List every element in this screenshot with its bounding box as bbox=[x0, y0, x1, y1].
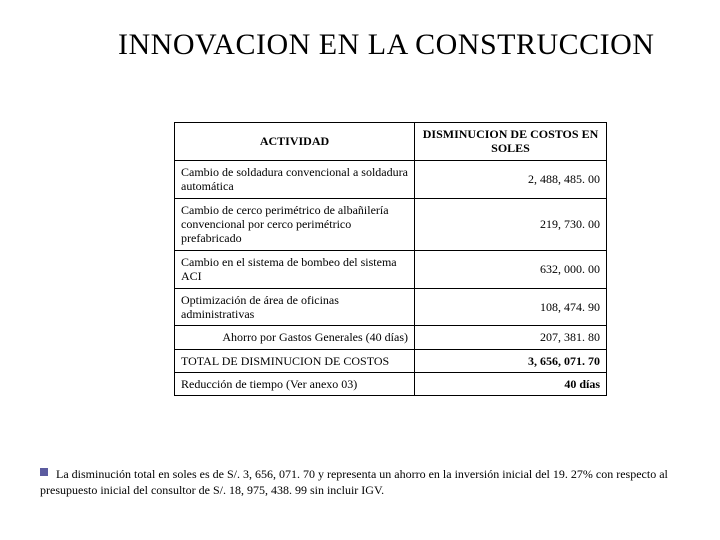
col-header-value: DISMINUCION DE COSTOS EN SOLES bbox=[415, 123, 607, 161]
cell-activity: Cambio de soldadura convencional a solda… bbox=[175, 160, 415, 198]
cost-table-wrap: ACTIVIDAD DISMINUCION DE COSTOS EN SOLES… bbox=[174, 122, 606, 396]
slide: INNOVACION EN LA CONSTRUCCION ACTIVIDAD … bbox=[0, 0, 720, 540]
cell-value: 632, 000. 00 bbox=[415, 250, 607, 288]
footer-text: La disminución total en soles es de S/. … bbox=[40, 467, 668, 497]
cell-value: 219, 730. 00 bbox=[415, 198, 607, 250]
table-row-total: TOTAL DE DISMINUCION DE COSTOS 3, 656, 0… bbox=[175, 349, 607, 372]
cell-activity: Optimización de área de oficinas adminis… bbox=[175, 288, 415, 326]
footer-note: La disminución total en soles es de S/. … bbox=[40, 466, 688, 498]
table-row: Optimización de área de oficinas adminis… bbox=[175, 288, 607, 326]
table-header-row: ACTIVIDAD DISMINUCION DE COSTOS EN SOLES bbox=[175, 123, 607, 161]
table-row: Reducción de tiempo (Ver anexo 03) 40 dí… bbox=[175, 373, 607, 396]
cell-activity: Cambio de cerco perimétrico de albañiler… bbox=[175, 198, 415, 250]
bullet-icon bbox=[40, 468, 48, 476]
cell-activity: Reducción de tiempo (Ver anexo 03) bbox=[175, 373, 415, 396]
cost-table: ACTIVIDAD DISMINUCION DE COSTOS EN SOLES… bbox=[174, 122, 607, 396]
col-header-activity: ACTIVIDAD bbox=[175, 123, 415, 161]
cell-value: 108, 474. 90 bbox=[415, 288, 607, 326]
table-row: Cambio de cerco perimétrico de albañiler… bbox=[175, 198, 607, 250]
table-row: Cambio de soldadura convencional a solda… bbox=[175, 160, 607, 198]
table-row: Cambio en el sistema de bombeo del siste… bbox=[175, 250, 607, 288]
cell-value: 3, 656, 071. 70 bbox=[415, 349, 607, 372]
table-row: Ahorro por Gastos Generales (40 días) 20… bbox=[175, 326, 607, 349]
cell-value: 207, 381. 80 bbox=[415, 326, 607, 349]
cell-value: 2, 488, 485. 00 bbox=[415, 160, 607, 198]
cell-value: 40 días bbox=[415, 373, 607, 396]
cell-activity: Ahorro por Gastos Generales (40 días) bbox=[175, 326, 415, 349]
cell-activity: TOTAL DE DISMINUCION DE COSTOS bbox=[175, 349, 415, 372]
page-title: INNOVACION EN LA CONSTRUCCION bbox=[118, 28, 654, 62]
cell-activity: Cambio en el sistema de bombeo del siste… bbox=[175, 250, 415, 288]
